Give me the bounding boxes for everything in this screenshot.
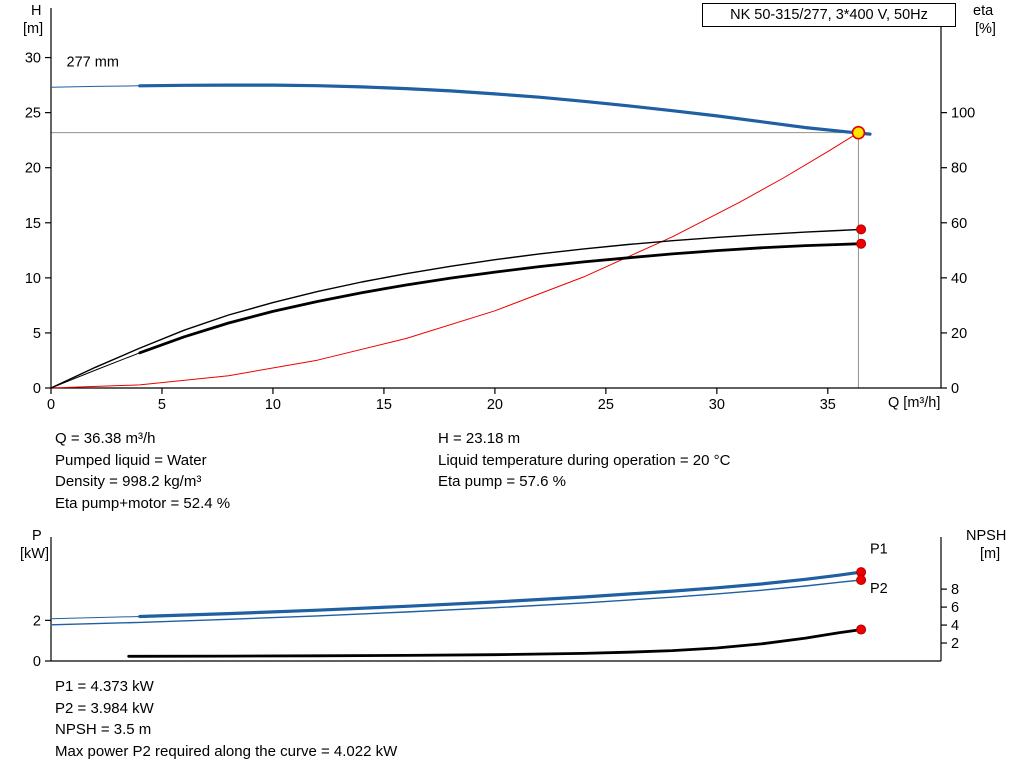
- x-tick-label: 20: [487, 397, 503, 413]
- info-line-liquid: Pumped liquid = Water: [55, 451, 207, 469]
- x-tick-label: 10: [265, 397, 281, 413]
- y-right-tick-label: 0: [951, 381, 959, 397]
- x-tick-label: 5: [158, 397, 166, 413]
- y-right-tick-label: 6: [951, 600, 959, 616]
- y-left-tick-label: 20: [25, 161, 41, 177]
- npsh-curve: [127, 628, 863, 658]
- x-tick-label: 25: [598, 397, 614, 413]
- y-right-tick-label: 60: [951, 216, 967, 232]
- pump-title-box: NK 50-315/277, 3*400 V, 50Hz: [702, 3, 956, 27]
- power-y-left-axis-unit: [kW]: [20, 546, 49, 562]
- info-line-eta-combined: Eta pump+motor = 52.4 %: [55, 494, 231, 512]
- qh-y-left-axis-unit: [m]: [23, 21, 44, 37]
- qh-y-left-axis-title: H: [31, 3, 42, 19]
- p1-power-curve: [138, 570, 863, 619]
- y-left-tick-label: 25: [25, 106, 41, 122]
- info-line-max-power: Max power P2 required along the curve = …: [55, 742, 398, 760]
- system-curve: [50, 132, 859, 389]
- p1-power-curve-lead: [50, 616, 140, 620]
- x-tick-label: 15: [376, 397, 392, 413]
- qh-y-right-axis-title: eta: [973, 3, 994, 19]
- qh-x-axis-title: Q [m³/h]: [888, 395, 941, 411]
- y-right-tick-label: 8: [951, 582, 959, 598]
- power-info-block: P1 = 4.373 kW P2 = 3.984 kW NPSH = 3.5 m…: [55, 676, 397, 762]
- y-right-tick-label: 40: [951, 271, 967, 287]
- p1-label: P1: [870, 541, 888, 557]
- info-line-eta-pump: Eta pump = 57.6 %: [438, 473, 566, 490]
- info-line-h: H = 23.18 m: [438, 430, 521, 447]
- y-left-tick-label: 5: [33, 326, 41, 342]
- power-y-right-axis-unit: [m]: [980, 546, 1001, 562]
- y-right-tick-label: 20: [951, 326, 967, 342]
- power-npsh-chart: 0 2 2 4 6 8 P1 P2: [33, 537, 959, 670]
- y-left-tick-label: 0: [33, 381, 41, 397]
- x-tick-label: 35: [820, 397, 836, 413]
- p2-power-curve: [50, 579, 862, 626]
- info-line-p1: P1 = 4.373 kW: [55, 678, 154, 695]
- info-line-density: Density = 998.2 kg/m³: [55, 473, 202, 490]
- power-y-left-axis-title: P: [32, 528, 42, 544]
- y-right-tick-label: 80: [951, 161, 967, 177]
- y-left-tick-label: 30: [25, 51, 41, 67]
- eta-pump-end-dot: [856, 224, 867, 235]
- info-line-temperature: Liquid temperature during operation = 20…: [438, 451, 731, 469]
- p2-end-dot: [856, 575, 867, 586]
- eta-pump-motor-curve-lead: [50, 352, 140, 389]
- info-line-p2: P2 = 3.984 kW: [55, 699, 154, 717]
- y-right-tick-label: 100: [951, 106, 975, 122]
- power-y-right-axis-title: NPSH: [966, 528, 1007, 544]
- duty-point-marker[interactable]: [851, 125, 866, 140]
- x-tick-label: 0: [47, 397, 55, 413]
- y-right-tick-label: 4: [951, 618, 959, 634]
- y-left-tick-label: 10: [25, 271, 41, 287]
- qh-y-right-axis-unit: [%]: [975, 21, 996, 37]
- eta-pump-motor-end-dot: [856, 238, 867, 249]
- info-line-q: Q = 36.38 m³/h: [55, 430, 156, 447]
- eta-pump-motor-curve: [138, 242, 863, 355]
- head-curve-277mm-lead: [50, 85, 140, 88]
- npsh-end-dot: [856, 624, 867, 635]
- x-tick-label: 30: [709, 397, 725, 413]
- impeller-diameter-label: 277 mm: [67, 54, 119, 70]
- eta-pump-curve: [50, 228, 862, 389]
- qh-efficiency-chart: 0 5 10 15 20 25 30 0 20 40 60 80 100 0 5 10 15 20 25 30 35 27…: [25, 8, 975, 413]
- duty-info-col2: H = 23.18 m Liquid temperature during op…: [438, 428, 730, 493]
- p2-label: P2: [870, 581, 888, 597]
- duty-info-col1: Q = 36.38 m³/h Pumped liquid = Water Den…: [55, 428, 230, 514]
- y-left-tick-label: 2: [33, 613, 41, 629]
- head-curve-277mm: [138, 83, 872, 136]
- info-line-npsh: NPSH = 3.5 m: [55, 721, 152, 738]
- y-right-tick-label: 2: [951, 636, 959, 652]
- y-left-tick-label: 0: [33, 654, 41, 670]
- y-left-tick-label: 15: [25, 216, 41, 232]
